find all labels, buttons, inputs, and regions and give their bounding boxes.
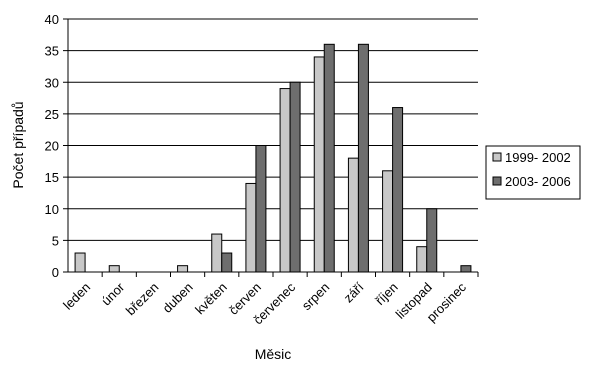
bar-series2-10 [426, 208, 438, 273]
y-tick-label: 20 [45, 139, 59, 154]
bar-series1-8 [347, 157, 359, 273]
legend-label: 1999- 2002 [505, 150, 571, 165]
y-tick-label: 5 [52, 233, 59, 248]
x-axis-title: Měsic [255, 346, 292, 362]
legend-swatch [492, 152, 502, 162]
gridlines [68, 18, 478, 241]
bar-series2-5 [255, 145, 267, 273]
bar-series2-7 [323, 43, 335, 273]
y-tick-label: 10 [45, 202, 59, 217]
bar-series1-9 [382, 170, 394, 273]
bar-series1-1 [108, 265, 120, 273]
bar-series2-11 [460, 265, 472, 273]
legend-label: 2003- 2006 [505, 174, 571, 189]
bar-series1-4 [211, 233, 223, 273]
bar-series2-4 [221, 252, 233, 273]
axes [63, 18, 479, 277]
x-tick-label: říjen [372, 280, 400, 308]
y-tick-label: 35 [45, 44, 59, 59]
y-tick-label: 0 [52, 265, 59, 280]
x-tick-label: srpen [299, 280, 333, 314]
x-tick-label: září [341, 279, 367, 305]
x-tick-label: únor [98, 279, 127, 308]
x-tick-label: březen [123, 280, 162, 319]
bar-series1-0 [74, 252, 86, 273]
bar-series1-6 [279, 88, 291, 273]
legend: 1999- 2002 2003- 2006 [485, 145, 581, 200]
x-tick-label: duben [160, 280, 196, 316]
y-axis-ticks: 0 5 10 15 20 25 30 35 40 [45, 12, 59, 280]
bar-series1-5 [245, 182, 257, 273]
legend-swatch [492, 176, 502, 186]
bar-series1-3 [177, 265, 189, 273]
y-tick-label: 15 [45, 170, 59, 185]
x-tick-label: květen [192, 280, 230, 318]
x-tick-label: leden [60, 280, 93, 313]
legend-box [485, 145, 581, 200]
bar-series2-6 [289, 81, 301, 273]
bars [74, 43, 472, 273]
y-tick-label: 30 [45, 75, 59, 90]
x-axis-ticks: leden únorbřezendubenkvětenčervenčervenec… [60, 279, 469, 327]
bar-series1-10 [416, 246, 428, 273]
y-tick-label: 40 [45, 12, 59, 27]
bar-series2-8 [357, 43, 369, 273]
bar-series1-7 [313, 56, 325, 273]
bar-series2-9 [392, 107, 404, 273]
y-axis-title: Počet případů [10, 101, 26, 188]
y-tick-label: 25 [45, 107, 59, 122]
